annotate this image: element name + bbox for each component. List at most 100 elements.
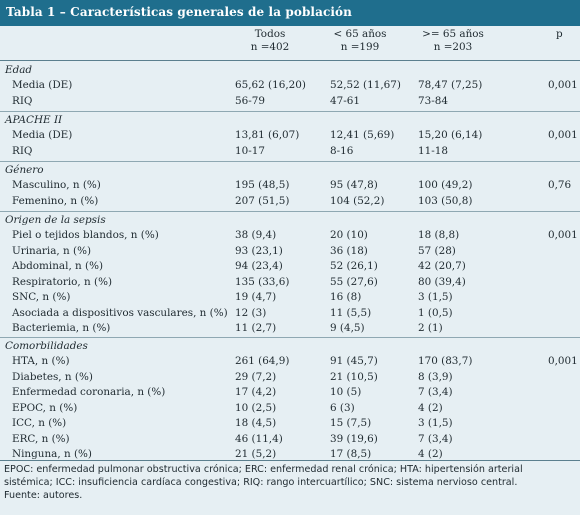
cell-todos: 94 (23,4) bbox=[235, 260, 283, 272]
row-label: Media (DE) bbox=[12, 79, 73, 91]
cell-menor65: 12,41 (5,69) bbox=[330, 129, 395, 141]
header-mayor65: >= 65 años n =203 bbox=[413, 28, 493, 54]
cell-menor65: 47-61 bbox=[330, 94, 360, 107]
footnote-line-1: EPOC: enfermedad pulmonar obstructiva cr… bbox=[4, 464, 523, 475]
cell-mayor65: 3 (1,5) bbox=[418, 417, 453, 429]
section-title: APACHE II bbox=[5, 114, 63, 126]
header-menor65-n: n =199 bbox=[340, 41, 380, 53]
table-row: Diabetes, n (%) 29 (7,2) 21 (10,5) 8 (3,9) bbox=[0, 371, 580, 385]
section-title: Origen de la sepsis bbox=[5, 214, 106, 226]
row-label: Ninguna, n (%) bbox=[12, 448, 92, 460]
table-row: ICC, n (%) 18 (4,5) 15 (7,5) 3 (1,5) bbox=[0, 417, 580, 431]
table-row: Femenino, n (%) 207 (51,5) 104 (52,2) 103 (… bbox=[0, 195, 580, 209]
section-0: Edad Media (DE) 65,62 (16,20) 52,52 (11,67)… bbox=[0, 61, 580, 112]
row-label: Urinaria, n (%) bbox=[12, 244, 92, 257]
cell-mayor65: 100 (49,2) bbox=[418, 179, 473, 191]
cell-mayor65: 73-84 bbox=[418, 94, 448, 107]
row-label: ERC, n (%) bbox=[12, 432, 70, 445]
cell-p-value: 0,76 bbox=[548, 179, 572, 191]
cell-todos: 65,62 (16,20) bbox=[235, 79, 306, 91]
cell-menor65: 8-16 bbox=[330, 144, 354, 157]
cell-todos: 207 (51,5) bbox=[235, 194, 290, 207]
table-row: Abdominal, n (%) 94 (23,4) 52 (26,1) 42 (20… bbox=[0, 260, 580, 274]
cell-menor65: 36 (18) bbox=[330, 244, 368, 257]
cell-menor65: 95 (47,8) bbox=[330, 179, 378, 191]
row-label: HTA, n (%) bbox=[12, 355, 70, 367]
header-todos-n: n =402 bbox=[250, 41, 290, 53]
cell-todos: 19 (4,7) bbox=[235, 291, 277, 303]
cell-menor65: 9 (4,5) bbox=[330, 322, 365, 334]
cell-menor65: 52 (26,1) bbox=[330, 260, 378, 272]
section-title: Comorbilidades bbox=[5, 340, 88, 352]
cell-mayor65: 7 (3,4) bbox=[418, 432, 453, 445]
cell-todos: 12 (3) bbox=[235, 306, 267, 319]
cell-todos: 261 (64,9) bbox=[235, 355, 290, 367]
cell-mayor65: 103 (50,8) bbox=[418, 194, 473, 207]
row-label: Femenino, n (%) bbox=[12, 194, 99, 207]
cell-todos: 38 (9,4) bbox=[235, 229, 277, 241]
cell-todos: 17 (4,2) bbox=[235, 386, 277, 398]
row-label: RIQ bbox=[12, 144, 33, 157]
section-3: Origen de la sepsis Piel o tejidos blando… bbox=[0, 211, 580, 338]
table-row: Asociada a dispositivos vasculares, n (%… bbox=[0, 307, 580, 321]
cell-mayor65: 4 (2) bbox=[418, 448, 443, 460]
cell-menor65: 6 (3) bbox=[330, 401, 355, 414]
header-todos-label: Todos bbox=[254, 28, 286, 40]
cell-todos: 10 (2,5) bbox=[235, 401, 277, 414]
row-label: Abdominal, n (%) bbox=[12, 260, 104, 272]
cell-todos: 18 (4,5) bbox=[235, 417, 277, 429]
cell-menor65: 10 (5) bbox=[330, 386, 362, 398]
cell-mayor65: 8 (3,9) bbox=[418, 370, 453, 383]
row-label: EPOC, n (%) bbox=[12, 401, 78, 414]
cell-mayor65: 7 (3,4) bbox=[418, 386, 453, 398]
section-title: Edad bbox=[5, 64, 33, 76]
header-menor65: < 65 años n =199 bbox=[325, 28, 395, 54]
cell-mayor65: 57 (28) bbox=[418, 244, 456, 257]
section-2: Género Masculino, n (%) 195 (48,5) 95 (47,8… bbox=[0, 161, 580, 212]
row-label: Diabetes, n (%) bbox=[12, 370, 93, 383]
cell-menor65: 52,52 (11,67) bbox=[330, 79, 401, 91]
section-title: Género bbox=[5, 164, 44, 176]
row-label: Masculino, n (%) bbox=[12, 179, 101, 191]
cell-menor65: 21 (10,5) bbox=[330, 370, 378, 383]
table-row: SNC, n (%) 19 (4,7) 16 (8) 3 (1,5) bbox=[0, 291, 580, 305]
cell-mayor65: 18 (8,8) bbox=[418, 229, 460, 241]
cell-mayor65: 170 (83,7) bbox=[418, 355, 473, 367]
header-mayor65-n: n =203 bbox=[433, 41, 473, 53]
cell-mayor65: 11-18 bbox=[418, 144, 448, 157]
cell-mayor65: 1 (0,5) bbox=[418, 306, 453, 319]
row-label: Piel o tejidos blandos, n (%) bbox=[12, 229, 159, 241]
row-label: Enfermedad coronaria, n (%) bbox=[12, 386, 166, 398]
table-row: Ninguna, n (%) 21 (5,2) 17 (8,5) 4 (2) bbox=[0, 448, 580, 462]
cell-menor65: 55 (27,6) bbox=[330, 275, 378, 288]
row-label: Respiratorio, n (%) bbox=[12, 275, 112, 288]
cell-mayor65: 4 (2) bbox=[418, 401, 443, 414]
cell-menor65: 11 (5,5) bbox=[330, 306, 372, 319]
header-todos: Todos n =402 bbox=[235, 28, 305, 54]
cell-mayor65: 78,47 (7,25) bbox=[418, 79, 483, 91]
header-menor65-label: < 65 años bbox=[333, 28, 387, 40]
table-footnote: EPOC: enfermedad pulmonar obstructiva cr… bbox=[0, 460, 580, 515]
table-row: Urinaria, n (%) 93 (23,1) 36 (18) 57 (28) bbox=[0, 245, 580, 259]
row-label: SNC, n (%) bbox=[12, 291, 71, 303]
table-row: Media (DE) 65,62 (16,20) 52,52 (11,67) 78,4… bbox=[0, 79, 580, 93]
table-row: RIQ 56-79 47-61 73-84 bbox=[0, 95, 580, 109]
cell-todos: 56-79 bbox=[235, 94, 265, 107]
cell-todos: 195 (48,5) bbox=[235, 179, 290, 191]
table-row: Masculino, n (%) 195 (48,5) 95 (47,8) 100 (… bbox=[0, 179, 580, 193]
header-mayor65-label: >= 65 años bbox=[422, 28, 484, 40]
table-row: EPOC, n (%) 10 (2,5) 6 (3) 4 (2) bbox=[0, 402, 580, 416]
cell-menor65: 20 (10) bbox=[330, 229, 368, 241]
cell-todos: 21 (5,2) bbox=[235, 448, 277, 460]
section-1: APACHE II Media (DE) 13,81 (6,07) 12,41 (5,… bbox=[0, 111, 580, 162]
cell-menor65: 104 (52,2) bbox=[330, 194, 385, 207]
table-row: HTA, n (%) 261 (64,9) 91 (45,7) 170 (83,7) 0… bbox=[0, 355, 580, 369]
cell-menor65: 39 (19,6) bbox=[330, 432, 378, 445]
row-label: RIQ bbox=[12, 94, 33, 107]
cell-todos: 135 (33,6) bbox=[235, 275, 290, 288]
table-row: RIQ 10-17 8-16 11-18 bbox=[0, 145, 580, 159]
table-row: Respiratorio, n (%) 135 (33,6) 55 (27,6) 80… bbox=[0, 276, 580, 290]
cell-p-value: 0,001 bbox=[548, 355, 578, 367]
table-title: Tabla 1 – Características generales de l… bbox=[0, 0, 580, 26]
